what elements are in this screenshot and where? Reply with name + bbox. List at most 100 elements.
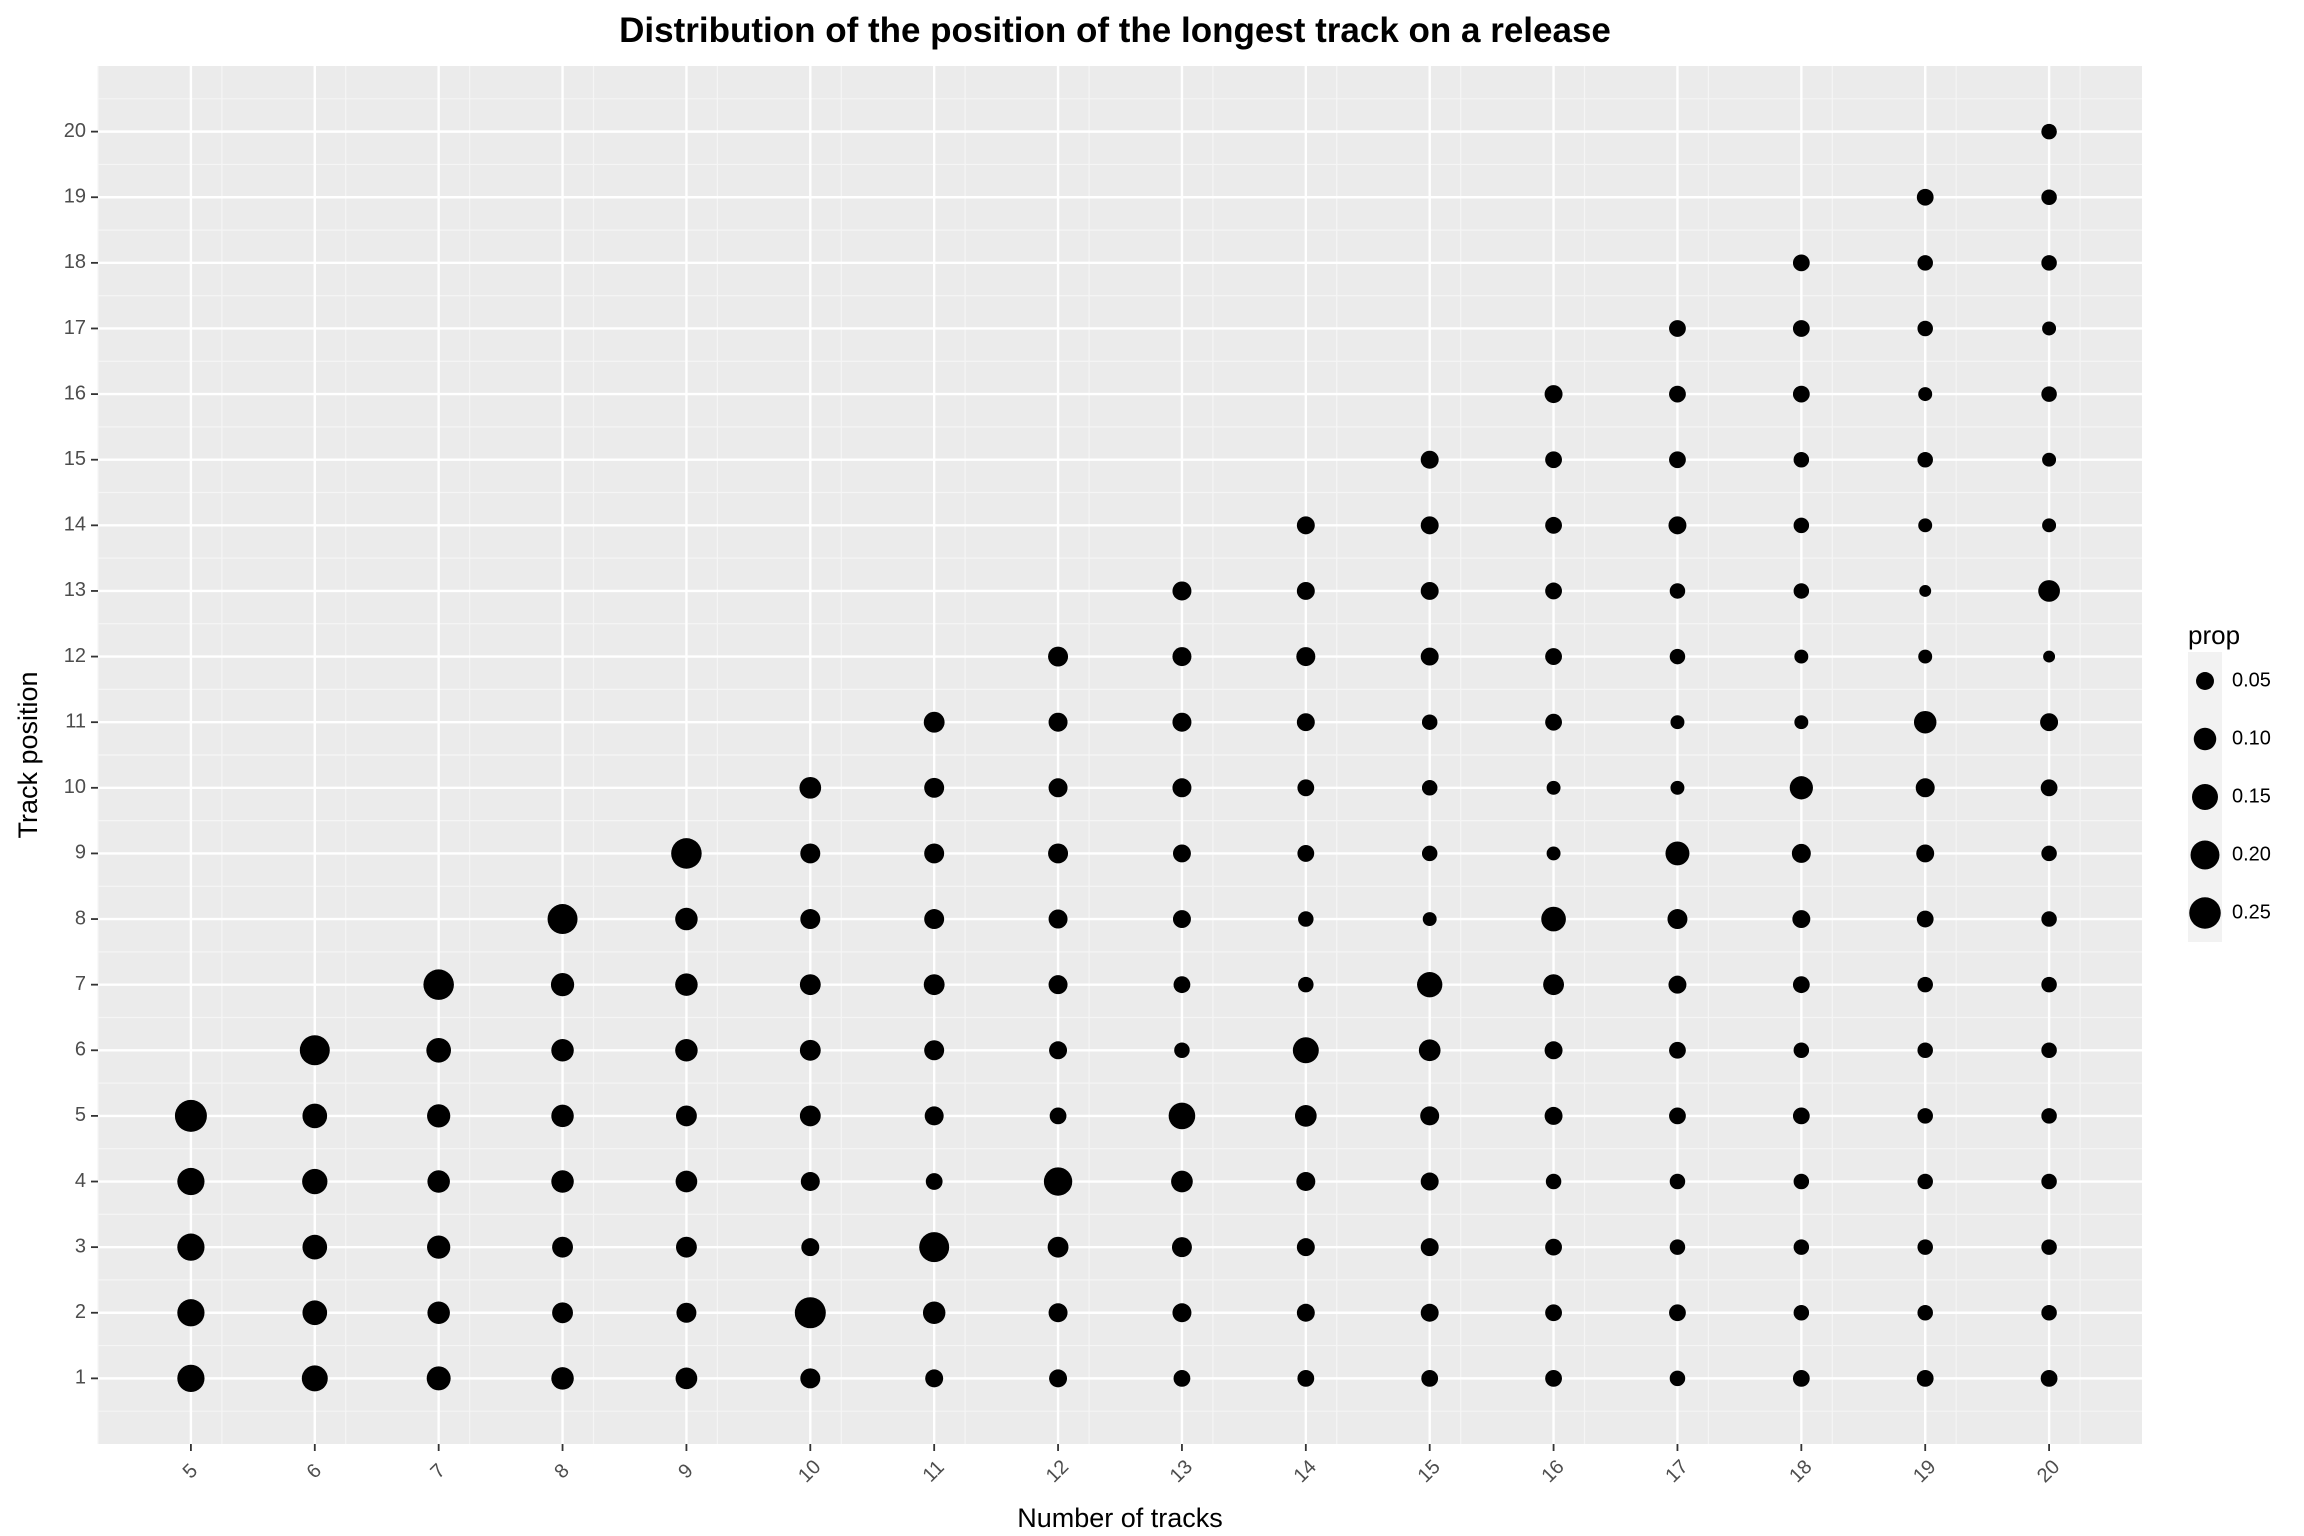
- data-point: [177, 1167, 205, 1196]
- data-point: [1793, 1239, 1810, 1255]
- data-point: [1172, 712, 1192, 732]
- data-point: [1049, 1041, 1068, 1060]
- data-point: [1917, 976, 1933, 993]
- data-point: [1669, 1041, 1686, 1059]
- data-point: [550, 973, 575, 997]
- data-point: [177, 1364, 205, 1392]
- data-point: [2042, 321, 2057, 336]
- data-point: [924, 909, 945, 930]
- data-point: [1792, 1107, 1810, 1125]
- data-point: [427, 1301, 450, 1325]
- data-point: [1048, 843, 1069, 864]
- data-point: [1421, 1369, 1439, 1387]
- data-point: [794, 1297, 826, 1329]
- data-point: [423, 969, 454, 1000]
- x-tick-label: 17: [1661, 1456, 1692, 1487]
- data-point: [1421, 845, 1438, 862]
- data-point: [675, 973, 698, 996]
- data-point: [1917, 451, 1933, 468]
- data-point: [551, 1039, 574, 1062]
- data-point: [800, 1368, 821, 1389]
- data-point: [1669, 1239, 1686, 1255]
- y-tick-label: 9: [75, 842, 86, 864]
- data-point: [1296, 516, 1315, 535]
- data-point: [1669, 583, 1686, 599]
- data-point: [1669, 385, 1686, 403]
- data-point: [1420, 450, 1439, 469]
- data-point: [2040, 713, 2059, 732]
- data-point: [1420, 1238, 1439, 1257]
- data-point: [1918, 649, 1933, 664]
- data-point: [2042, 518, 2057, 533]
- data-point: [1669, 1173, 1686, 1190]
- data-points: [174, 123, 2060, 1392]
- data-point: [2041, 1042, 2057, 1059]
- data-point: [552, 1302, 573, 1324]
- data-point: [426, 1037, 452, 1063]
- data-point: [925, 1173, 943, 1190]
- data-point: [1792, 910, 1811, 929]
- data-point: [675, 1039, 698, 1062]
- data-point: [1048, 909, 1068, 929]
- data-point: [2042, 452, 2057, 467]
- data-point: [177, 1299, 205, 1327]
- data-point: [1048, 778, 1068, 798]
- data-point: [925, 1369, 944, 1388]
- data-point: [302, 1234, 328, 1260]
- data-point: [1296, 1238, 1315, 1257]
- data-point: [1794, 715, 1809, 730]
- data-point: [2038, 580, 2060, 602]
- data-point: [2041, 189, 2057, 205]
- legend-label: 0.25: [2232, 901, 2271, 923]
- y-tick-label: 17: [64, 317, 86, 339]
- data-point: [799, 776, 822, 799]
- data-point: [547, 904, 578, 935]
- data-point: [1292, 1037, 1319, 1064]
- data-point: [1545, 1304, 1562, 1322]
- data-point: [1919, 585, 1932, 597]
- data-point: [1669, 1304, 1686, 1322]
- data-point: [1917, 1042, 1933, 1059]
- data-point: [551, 1367, 574, 1390]
- legend-symbol: [2190, 840, 2220, 870]
- data-point: [2040, 779, 2058, 797]
- y-tick-label: 3: [75, 1235, 86, 1257]
- data-point: [1792, 254, 1810, 272]
- y-tick-label: 19: [64, 186, 86, 208]
- data-point: [1545, 516, 1562, 534]
- data-point: [1417, 971, 1443, 998]
- data-point: [1421, 780, 1438, 796]
- data-point: [1545, 1173, 1562, 1190]
- data-point: [1546, 780, 1561, 795]
- data-point: [1172, 844, 1191, 863]
- data-point: [1916, 1369, 1934, 1387]
- data-point: [1172, 1303, 1192, 1323]
- legend-label: 0.10: [2232, 727, 2271, 749]
- data-point: [1917, 1173, 1933, 1190]
- data-point: [1294, 1105, 1317, 1127]
- data-point: [1172, 647, 1192, 667]
- data-point: [1048, 646, 1069, 667]
- data-point: [302, 1300, 328, 1326]
- legend-label: 0.05: [2232, 669, 2271, 691]
- data-point: [1670, 780, 1685, 795]
- data-point: [1792, 976, 1810, 994]
- x-tick-label: 20: [2033, 1456, 2064, 1487]
- x-tick-label: 13: [1166, 1456, 1197, 1487]
- data-point: [1545, 451, 1562, 469]
- data-point: [923, 974, 945, 996]
- data-point: [2041, 845, 2057, 862]
- data-point: [800, 843, 821, 864]
- x-tick-label: 14: [1290, 1456, 1321, 1487]
- data-point: [1172, 778, 1192, 798]
- data-point: [1916, 844, 1935, 863]
- x-axis-ticks: 5 6 7 8 9 10 11 12 13 14 15 16 17 18 19 20: [179, 1444, 2064, 1487]
- y-tick-label: 2: [75, 1301, 86, 1323]
- data-point: [427, 1235, 451, 1259]
- data-point: [1546, 846, 1561, 861]
- y-tick-label: 15: [64, 448, 86, 470]
- legend-symbol: [2189, 897, 2221, 929]
- x-tick-label: 15: [1414, 1456, 1445, 1487]
- data-point: [1669, 320, 1686, 337]
- y-tick-label: 1: [75, 1367, 86, 1389]
